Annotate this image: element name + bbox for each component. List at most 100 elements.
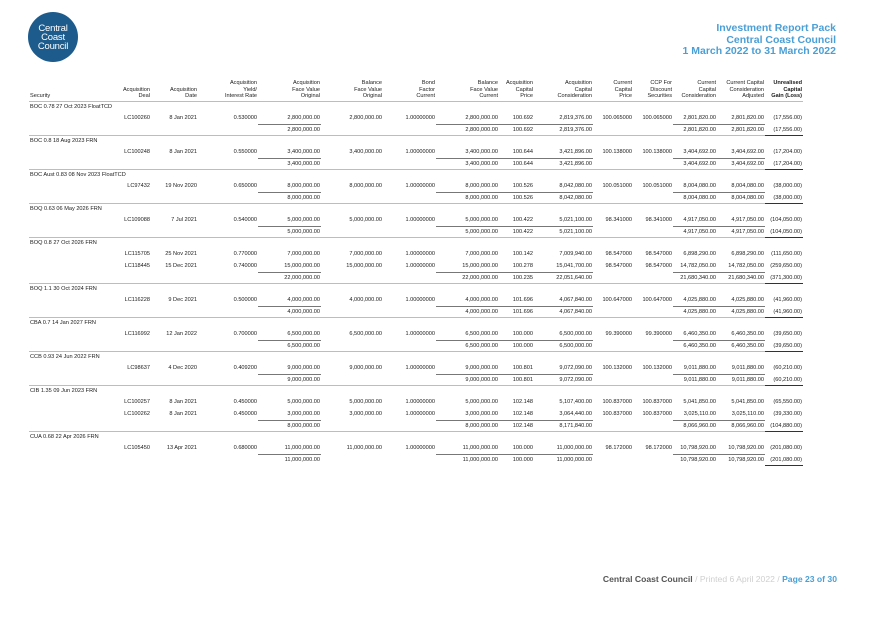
cell-current-consideration: 9,011,880.00 <box>683 365 716 371</box>
cell-bond-factor: 1.00000000 <box>405 411 435 418</box>
blank-cell <box>29 421 112 432</box>
column-header-security: Security <box>29 78 112 102</box>
header-text: Unrealised <box>773 80 802 87</box>
cell-deal: LC118445 <box>124 263 150 270</box>
cell-yield: 0.550000 <box>233 149 257 156</box>
blank-cell <box>29 146 112 159</box>
subtotal-cell: 4,917,050.00 <box>673 226 717 238</box>
cell-adjusted-consideration: 6,898,290.00 <box>731 251 764 257</box>
table-row: LC100262 8 Jan 2021 0.450000 3,000,000.00 3,… <box>29 408 803 421</box>
blank-cell <box>29 294 112 307</box>
header-text: Original <box>300 93 320 100</box>
cell-yield: 0.540000 <box>233 217 257 224</box>
table-body: BOC 0.78 27 Oct 2023 FloatTCD LC100260 8 J… <box>29 101 803 466</box>
blank-cell <box>633 273 673 284</box>
header-text: Deal <box>138 93 150 100</box>
blank-cell <box>112 307 151 318</box>
subtotal-cell: 100.801 <box>499 374 534 386</box>
cell-date: 8 Jan 2021 <box>169 399 197 405</box>
header-text: Capital <box>614 86 632 93</box>
subtotal-cell: 2,819,376.00 <box>534 124 593 136</box>
subtotal-cell: (371,300.00) <box>765 272 803 284</box>
header-text: Acquisition <box>564 80 592 87</box>
header-text: Acquisition <box>169 86 197 93</box>
cell-yield: 0.770000 <box>233 251 257 257</box>
cell-acq-consideration: 3,064,440.00 <box>559 411 592 417</box>
cell-current-price: 99.390000 <box>605 331 632 338</box>
column-header-unrealised-gain-loss: Unrealised Capital Gain (Loss) <box>765 78 803 102</box>
blank-cell <box>151 227 198 238</box>
security-name: CUA 0.68 22 Apr 2026 FRN <box>29 431 803 442</box>
subtotal-cell: 8,000,000.00 <box>258 420 321 432</box>
cell-acq-face-value: 6,500,000.00 <box>287 331 320 337</box>
cell-acq-price: 100.692 <box>512 115 533 121</box>
logo-line: Central <box>38 22 68 34</box>
cell-bond-factor: 1.00000000 <box>405 251 435 257</box>
column-header-acquisition-date: Acquisition Date <box>151 78 198 102</box>
logo-line: Council <box>37 40 69 52</box>
blank-cell <box>383 193 436 204</box>
cell-ccp-discount: 100.647000 <box>642 297 672 304</box>
blank-cell <box>383 273 436 284</box>
cell-acq-price: 101.696 <box>512 297 533 303</box>
subtotal-cell: 11,000,000.00 <box>534 454 593 465</box>
column-header-ccp-discount-securities: CCP For Discount Securities <box>633 78 673 102</box>
blank-cell <box>151 193 198 204</box>
blank-cell <box>198 159 258 170</box>
blank-cell <box>633 193 673 204</box>
header-text: Price <box>520 93 533 100</box>
cell-bond-factor: 1.00000000 <box>405 297 435 304</box>
security-group-header: CCB 0.93 24 Jun 2022 FRN <box>29 351 803 362</box>
cell-bond-factor: 1.00000000 <box>405 115 435 122</box>
column-header-balance-face-value-current: Balance Face Value Current <box>436 78 499 102</box>
header-text: Consideration <box>681 93 716 100</box>
investment-table: Security Acquisition Deal Acquisition Date Ac… <box>29 78 803 466</box>
subtotal-cell: (17,556.00) <box>765 124 803 136</box>
cell-balance-face-original: 7,000,000.00 <box>349 251 382 257</box>
cell-acq-face-value: 5,000,000.00 <box>287 217 320 223</box>
subtotal-cell: 21,680,340.00 <box>717 272 765 284</box>
column-header-acquisition-capital-consideration: Acquisition Capital Consideration <box>534 78 593 102</box>
cell-bond-factor: 1.00000000 <box>405 331 435 338</box>
blank-cell <box>593 455 633 466</box>
cell-balance-face-current: 6,500,000.00 <box>465 331 498 337</box>
blank-cell <box>593 273 633 284</box>
subtotal-row: 6,500,000.00 6,500,000.00 100.000 6,500,000… <box>29 340 803 352</box>
blank-cell <box>383 341 436 352</box>
security-name: CCB 0.93 24 Jun 2022 FRN <box>29 351 803 362</box>
blank-cell <box>593 375 633 386</box>
security-name: BOQ 0.8 27 Oct 2026 FRN <box>29 237 803 248</box>
subtotal-cell: (60,210.00) <box>765 374 803 386</box>
cell-balance-face-original: 15,000,000.00 <box>346 263 382 270</box>
cell-acq-consideration: 3,421,896.00 <box>559 149 592 155</box>
cell-gain-loss: (17,204.00) <box>773 149 802 156</box>
subtotal-cell: 9,011,880.00 <box>673 374 717 386</box>
header-text: Gain (Loss) <box>771 93 802 100</box>
cell-current-consideration: 14,782,050.00 <box>680 263 716 269</box>
cell-date: 7 Jul 2021 <box>171 217 197 224</box>
header-text: Acquisition <box>505 80 533 87</box>
header-text: Balance <box>361 80 382 87</box>
blank-cell <box>633 227 673 238</box>
subtotal-cell: (38,000.00) <box>765 192 803 204</box>
blank-cell <box>29 307 112 318</box>
cell-acq-face-value: 8,000,000.00 <box>287 183 320 189</box>
header-text: Factor <box>419 86 435 93</box>
cell-acq-price: 102.148 <box>512 399 533 405</box>
blank-cell <box>321 375 383 386</box>
blank-cell <box>321 125 383 136</box>
blank-cell <box>321 159 383 170</box>
subtotal-cell: 4,000,000.00 <box>258 306 321 318</box>
cell-balance-face-original: 6,500,000.00 <box>349 331 382 338</box>
subtotal-cell: 6,500,000.00 <box>436 340 499 352</box>
cell-adjusted-consideration: 14,782,050.00 <box>728 263 764 269</box>
cell-bond-factor: 1.00000000 <box>405 263 435 270</box>
subtotal-cell: 8,004,080.00 <box>717 192 765 204</box>
cell-balance-face-original: 11,000,000.00 <box>346 445 382 452</box>
blank-cell <box>321 341 383 352</box>
cell-adjusted-consideration: 3,404,692.00 <box>731 149 764 155</box>
subtotal-cell: 3,404,692.00 <box>717 158 765 170</box>
subtotal-cell: 5,000,000.00 <box>436 226 499 238</box>
blank-cell <box>198 227 258 238</box>
cell-date: 13 Apr 2021 <box>166 445 197 452</box>
